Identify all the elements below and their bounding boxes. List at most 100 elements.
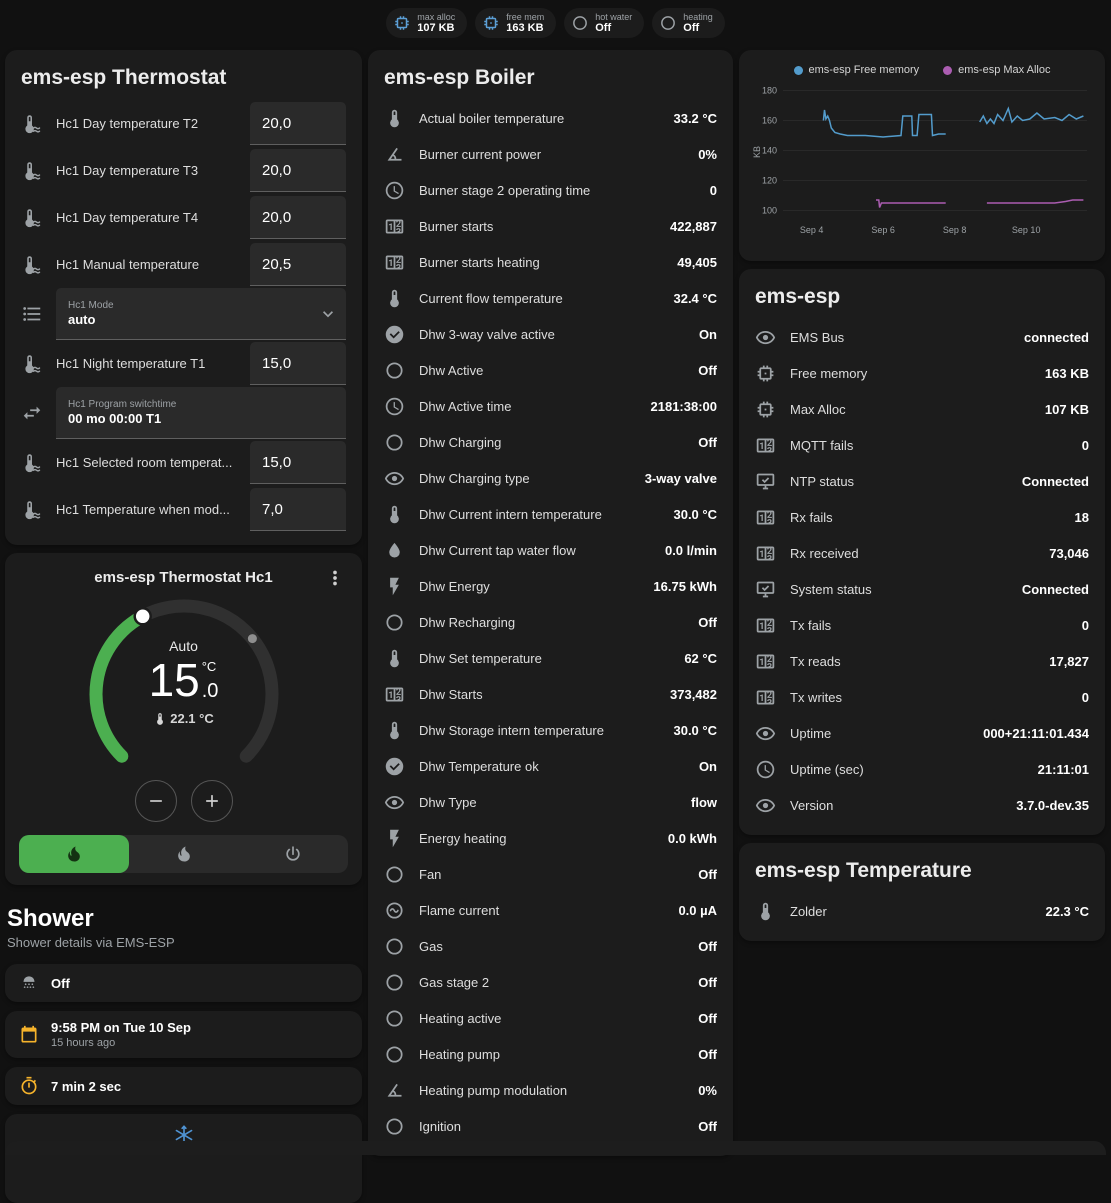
entity-state: Off — [698, 938, 717, 954]
entity-row[interactable]: Actual boiler temperature 33.2 °C — [384, 100, 717, 136]
entity-row[interactable]: Dhw Recharging Off — [384, 604, 717, 640]
shower-status-card[interactable]: Off — [5, 964, 362, 1002]
number-input[interactable]: 20,0 — [250, 196, 346, 239]
shower-status-card[interactable]: 7 min 2 sec — [5, 1067, 362, 1105]
badge-value: 107 KB — [417, 21, 455, 34]
entity-state: 33.2 °C — [673, 110, 717, 126]
entity-row[interactable]: Dhw Temperature ok On — [384, 748, 717, 784]
entity-state: 2181:38:00 — [650, 398, 718, 414]
entity-row[interactable]: Heating pump modulation 0% — [384, 1072, 717, 1108]
status-badge[interactable]: heating Off — [652, 8, 725, 38]
entity-row[interactable]: Dhw Type flow — [384, 784, 717, 820]
entity-state: 3.7.0-dev.35 — [1016, 797, 1089, 813]
entity-row[interactable]: Dhw Starts 373,482 — [384, 676, 717, 712]
entity-row[interactable]: MQTT fails 0 — [755, 427, 1089, 463]
menu-dots-icon[interactable] — [324, 567, 346, 589]
entity-row[interactable]: Fan Off — [384, 856, 717, 892]
text-input[interactable]: Hc1 Program switchtime 00 mo 00:00 T1 — [56, 387, 346, 439]
entity-row[interactable]: Zolder 22.3 °C — [755, 893, 1089, 929]
entity-row[interactable]: Dhw Current intern temperature 30.0 °C — [384, 496, 717, 532]
entity-row[interactable]: Uptime 000+21:11:01.434 — [755, 715, 1089, 751]
circle-icon — [384, 432, 405, 453]
status-badge[interactable]: hot water Off — [564, 8, 645, 38]
entity-state: On — [698, 758, 717, 774]
entity-row[interactable]: Free memory 163 KB — [755, 355, 1089, 391]
svg-text:140: 140 — [762, 146, 777, 156]
status-badge[interactable]: free mem 163 KB — [475, 8, 557, 38]
eye-icon — [755, 795, 776, 816]
entity-state: 0 — [709, 182, 717, 198]
entity-row[interactable]: Burner starts 422,887 — [384, 208, 717, 244]
entity-row[interactable]: NTP status Connected — [755, 463, 1089, 499]
entity-row[interactable]: Heating pump Off — [384, 1036, 717, 1072]
mini-text: 7 min 2 sec — [51, 1079, 121, 1094]
status-badge[interactable]: max alloc 107 KB — [386, 8, 468, 38]
shower-status-card[interactable]: 9:58 PM on Tue 10 Sep 15 hours ago — [5, 1011, 362, 1058]
dial-handle[interactable] — [132, 607, 152, 626]
entity-row[interactable]: Tx reads 17,827 — [755, 643, 1089, 679]
mode-heat-button[interactable] — [129, 835, 239, 873]
entity-row[interactable]: Energy heating 0.0 kWh — [384, 820, 717, 856]
entity-row[interactable]: Dhw Charging Off — [384, 424, 717, 460]
entity-row[interactable]: Gas Off — [384, 928, 717, 964]
mode-off-button[interactable] — [238, 835, 348, 873]
entity-row[interactable]: Dhw 3-way valve active On — [384, 316, 717, 352]
entity-row[interactable]: System status Connected — [755, 571, 1089, 607]
number-input[interactable]: 20,0 — [250, 102, 346, 145]
entity-row[interactable]: Version 3.7.0-dev.35 — [755, 787, 1089, 823]
decrease-temp-button[interactable] — [134, 780, 177, 822]
entity-row[interactable]: Dhw Active Off — [384, 352, 717, 388]
legend-item[interactable]: ems-esp Free memory — [793, 64, 919, 76]
entity-row[interactable]: Dhw Energy 16.75 kWh — [384, 568, 717, 604]
entity-state: 16.75 kWh — [653, 578, 717, 594]
entity-name: Burner current power — [419, 146, 542, 162]
circle-icon — [659, 14, 677, 32]
entity-name: Dhw Active time — [419, 398, 512, 414]
mode-select[interactable]: Hc1 Mode auto — [56, 288, 346, 340]
entity-name: Gas — [419, 938, 443, 954]
mode-auto-button[interactable] — [19, 835, 129, 873]
entity-name: Tx reads — [790, 653, 841, 669]
number-input[interactable]: 15,0 — [250, 441, 346, 484]
entity-row[interactable]: Ignition Off — [384, 1108, 717, 1144]
entity-name: Free memory — [790, 365, 868, 381]
number-input[interactable]: 20,0 — [250, 149, 346, 192]
entity-row[interactable]: Flame current 0.0 µA — [384, 892, 717, 928]
entity-row[interactable]: Dhw Set temperature 62 °C — [384, 640, 717, 676]
entity-state: Off — [698, 974, 717, 990]
eye-icon — [755, 327, 776, 348]
entity-row[interactable]: Gas stage 2 Off — [384, 964, 717, 1000]
shower-status-card[interactable] — [5, 1114, 362, 1203]
legend-item[interactable]: ems-esp Max Alloc — [943, 64, 1050, 76]
entity-row[interactable]: Burner stage 2 operating time 0 — [384, 172, 717, 208]
entity-row[interactable]: Dhw Active time 2181:38:00 — [384, 388, 717, 424]
entity-row[interactable]: Burner starts heating 49,405 — [384, 244, 717, 280]
thermometer-water-icon — [21, 113, 43, 135]
entity-row[interactable]: Tx writes 0 — [755, 679, 1089, 715]
number-input[interactable]: 7,0 — [250, 488, 346, 531]
setting-label: Hc1 Manual temperature — [56, 257, 200, 272]
entity-row[interactable]: Tx fails 0 — [755, 607, 1089, 643]
entity-row[interactable]: Rx received 73,046 — [755, 535, 1089, 571]
monitor-check-icon — [755, 471, 776, 492]
entity-row[interactable]: Dhw Storage intern temperature 30.0 °C — [384, 712, 717, 748]
entity-row[interactable]: Current flow temperature 32.4 °C — [384, 280, 717, 316]
entity-row[interactable]: Dhw Charging type 3-way valve — [384, 460, 717, 496]
entity-row[interactable]: Rx fails 18 — [755, 499, 1089, 535]
entity-state: 0 — [1081, 689, 1089, 705]
counter-icon — [384, 252, 405, 273]
number-input[interactable]: 20,5 — [250, 243, 346, 286]
entity-row[interactable]: Burner current power 0% — [384, 136, 717, 172]
field-value: 00 mo 00:00 T1 — [68, 411, 162, 426]
svg-text:Sep 4: Sep 4 — [800, 225, 824, 235]
thermostat-dial[interactable]: Auto 15 °C .0 22.1 °C — [74, 594, 294, 784]
entity-row[interactable]: Heating active Off — [384, 1000, 717, 1036]
svg-text:100: 100 — [762, 206, 777, 216]
entity-row[interactable]: Uptime (sec) 21:11:01 — [755, 751, 1089, 787]
number-input[interactable]: 15,0 — [250, 342, 346, 385]
card-title: ems-esp Thermostat — [21, 66, 227, 89]
increase-temp-button[interactable] — [190, 780, 233, 822]
entity-row[interactable]: Dhw Current tap water flow 0.0 l/min — [384, 532, 717, 568]
entity-row[interactable]: EMS Bus connected — [755, 319, 1089, 355]
entity-row[interactable]: Max Alloc 107 KB — [755, 391, 1089, 427]
